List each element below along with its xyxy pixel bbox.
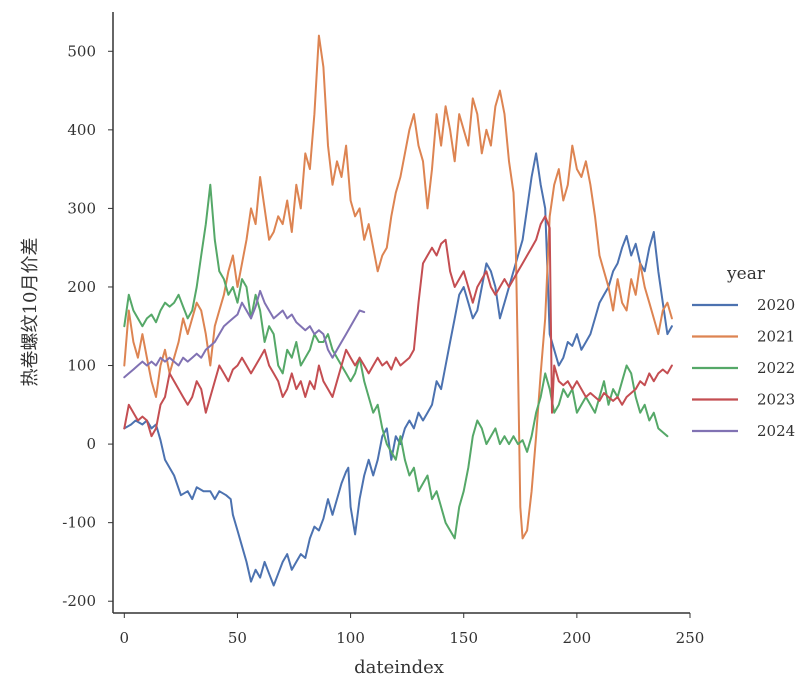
x-tick-label: 50	[228, 629, 247, 647]
legend-label-2021: 2021	[757, 328, 795, 346]
y-tick-label: 500	[67, 42, 96, 60]
series-line-2023	[123, 215, 673, 438]
series-line-2022	[123, 183, 669, 540]
y-axis-label: 热卷螺纹10月价差	[20, 238, 41, 387]
x-tick-label: 250	[676, 629, 705, 647]
y-tick-label: 300	[67, 199, 96, 217]
y-tick-label: -100	[62, 514, 96, 532]
y-tick-label: 400	[67, 121, 96, 139]
y-tick-label: -200	[62, 592, 96, 610]
series-line-2020	[123, 152, 673, 587]
axes	[112, 12, 690, 614]
y-tick-label: 0	[86, 435, 96, 453]
series-line-2024	[123, 289, 366, 379]
x-axis-label: dateindex	[354, 657, 444, 678]
series-line-2021	[123, 34, 673, 540]
legend-title: year	[726, 264, 766, 284]
legend-label-2023: 2023	[757, 391, 795, 409]
legend-label-2020: 2020	[757, 296, 795, 314]
legend-label-2024: 2024	[757, 422, 795, 440]
legend-label-2022: 2022	[757, 359, 795, 377]
y-ticks: -200 -100 0 100 200 300 400 500	[62, 42, 113, 610]
y-tick-label: 100	[67, 357, 96, 375]
plot-lines	[123, 34, 673, 587]
x-tick-label: 0	[120, 629, 130, 647]
y-tick-label: 200	[67, 278, 96, 296]
x-tick-label: 200	[563, 629, 592, 647]
legend: year 2020 2021 2022 2023 2024	[692, 264, 795, 440]
x-tick-label: 150	[449, 629, 478, 647]
x-tick-label: 100	[336, 629, 365, 647]
x-ticks: 0 50 100 150 200 250	[120, 613, 705, 647]
